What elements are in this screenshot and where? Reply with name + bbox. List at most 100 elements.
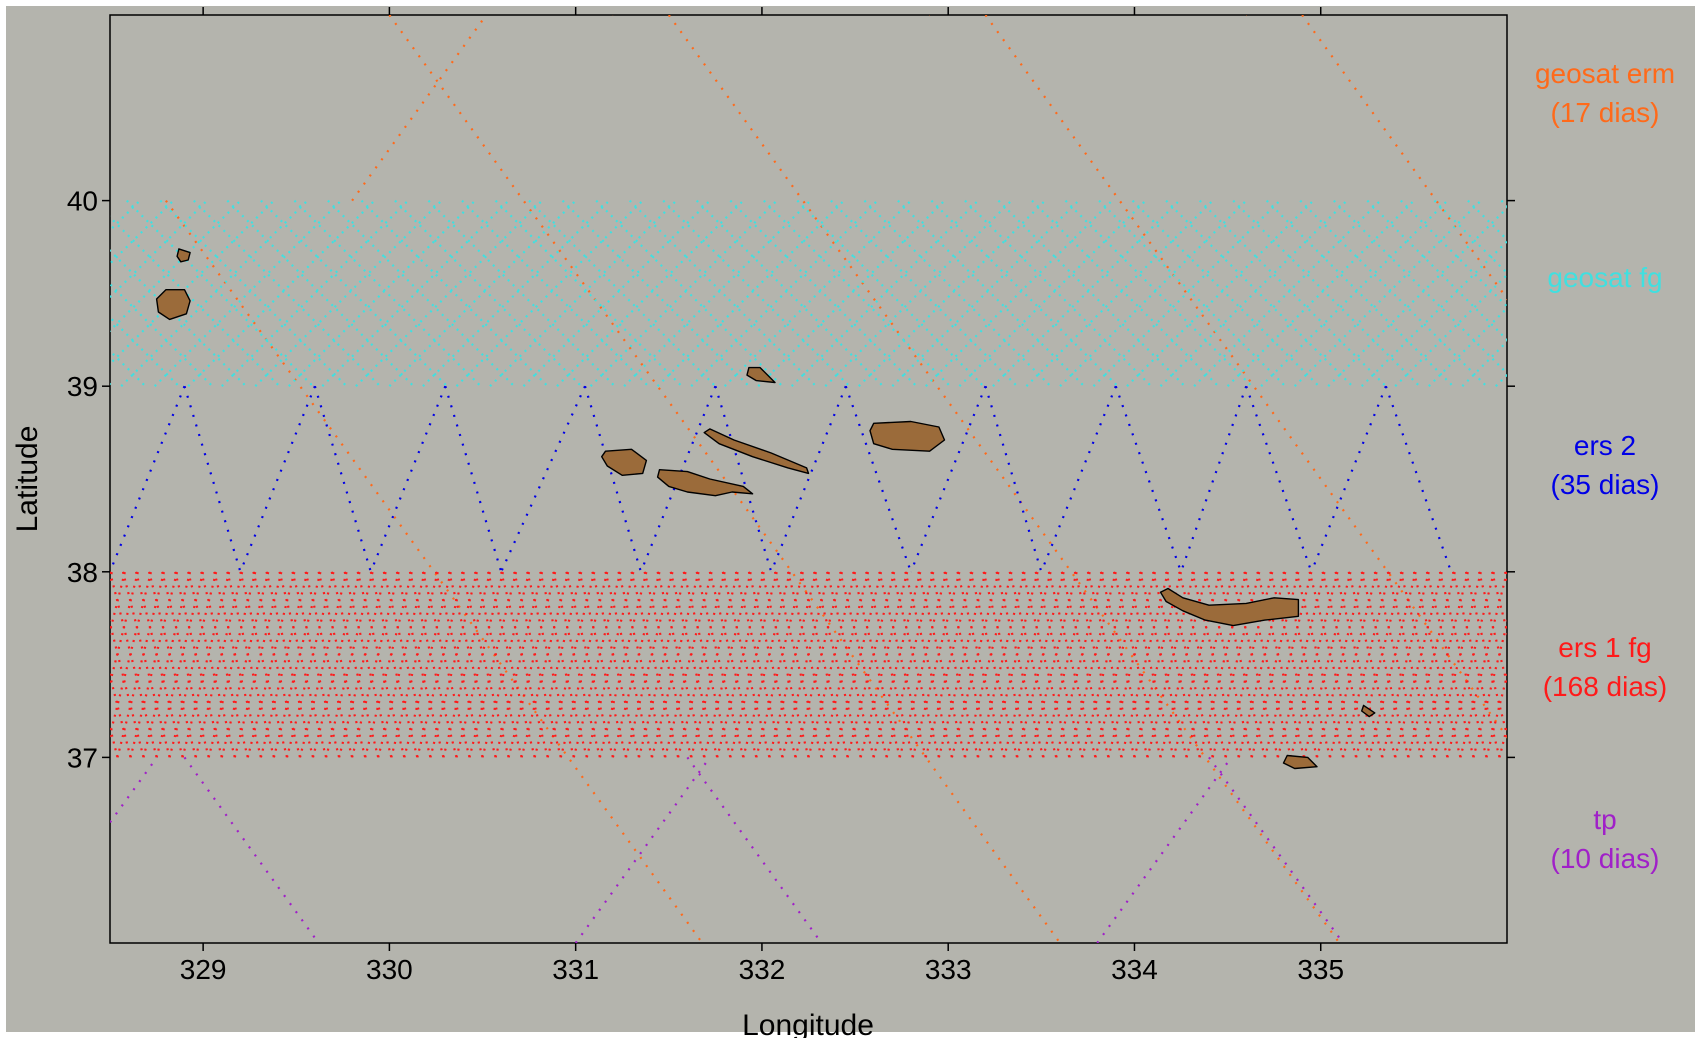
track-geosat-fg	[1193, 199, 1382, 387]
track-geosat-fg	[1366, 199, 1507, 342]
track-ers-2	[444, 385, 503, 573]
track-geosat-fg	[494, 199, 683, 387]
track-geosat-fg	[891, 199, 1080, 387]
track-geosat-fg	[656, 199, 845, 387]
track-geosat-fg	[1131, 199, 1320, 387]
track-geosat-fg	[153, 199, 342, 387]
island-terceira	[869, 420, 946, 452]
y-tick-label: 38	[67, 557, 98, 588]
y-tick-label: 37	[67, 742, 98, 773]
track-geosat-fg	[796, 199, 985, 387]
track-ers-2	[714, 385, 773, 573]
track-geosat-fg	[1198, 199, 1387, 387]
track-ers-2	[183, 385, 242, 573]
track-geosat-fg	[1293, 199, 1482, 387]
track-tp	[574, 756, 711, 943]
island-corvo	[176, 248, 191, 263]
track-geosat-fg	[1461, 340, 1507, 387]
track-geosat-fg	[1098, 199, 1287, 387]
track-geosat-fg	[455, 199, 644, 387]
track-geosat-fg	[964, 199, 1152, 387]
legend-series-name: geosat fg	[1547, 262, 1662, 293]
track-geosat-fg	[723, 199, 912, 387]
y-tick-label: 40	[67, 186, 98, 217]
track-geosat-fg	[930, 199, 1119, 387]
legend: geosat erm (17 dias) geosat fg ers 2 (35 dia…	[1535, 58, 1675, 874]
track-geosat-fg	[110, 215, 281, 387]
track-geosat-fg	[1064, 199, 1253, 387]
track-geosat-fg	[863, 199, 1052, 387]
track-tp	[183, 756, 320, 943]
island-formigas	[1360, 704, 1376, 718]
track-geosat-fg	[690, 199, 879, 387]
track-geosat-fg	[522, 199, 711, 387]
track-geosat-fg	[958, 199, 1147, 387]
track-geosat-fg	[1126, 199, 1315, 387]
track-geosat-fg	[288, 199, 476, 387]
legend-series-name: ers 2	[1574, 430, 1636, 461]
track-geosat-erm	[388, 15, 1061, 943]
track-geosat-fg	[1433, 199, 1507, 275]
track-geosat-fg	[729, 199, 918, 387]
track-ers-2	[909, 385, 987, 573]
x-tick-labels: 329 330 331 332 333 334 335	[180, 954, 1344, 985]
track-geosat-fg	[293, 199, 482, 387]
track-geosat-erm	[667, 15, 1341, 943]
track-geosat-fg	[992, 199, 1180, 387]
track-ers-2	[583, 385, 642, 573]
track-geosat-fg	[427, 199, 616, 387]
track-geosat-fg	[1394, 273, 1507, 387]
track-geosat-fg	[1165, 199, 1354, 387]
y-tick-labels: 37 38 39 40	[67, 186, 98, 774]
track-geosat-fg	[110, 199, 275, 366]
track-ers-2	[770, 385, 847, 573]
x-tick-label: 331	[552, 954, 599, 985]
track-geosat-fg	[489, 199, 678, 387]
track-geosat-fg	[925, 199, 1113, 387]
legend-series-period: (168 dias)	[1543, 671, 1668, 702]
track-geosat-fg	[193, 199, 381, 387]
track-ers-2	[984, 385, 1043, 573]
legend-series-name: ers 1 fg	[1558, 632, 1651, 663]
x-tick-label: 333	[925, 954, 972, 985]
track-geosat-fg	[757, 199, 946, 387]
island-pico	[656, 469, 754, 497]
track-ers-2	[500, 385, 587, 573]
track-geosat-fg	[260, 199, 448, 387]
legend-series-period: (10 dias)	[1551, 843, 1660, 874]
island-graciosa	[746, 366, 776, 384]
track-geosat-fg	[1327, 206, 1507, 387]
island-flores	[155, 289, 191, 321]
track-geosat-fg	[595, 199, 784, 387]
track-geosat-fg	[1400, 199, 1507, 308]
satellite-tracks	[110, 15, 1507, 943]
track-geosat-fg	[1467, 199, 1507, 242]
track-geosat-fg	[461, 199, 650, 387]
island-faial	[601, 448, 648, 476]
track-ers-2	[313, 385, 372, 573]
track-geosat-fg	[388, 199, 577, 387]
track-geosat-fg	[187, 199, 376, 387]
x-tick-label: 329	[180, 954, 227, 985]
x-tick-label: 330	[366, 954, 413, 985]
track-geosat-fg	[589, 199, 778, 387]
track-geosat-fg	[327, 199, 515, 387]
track-geosat-fg	[997, 199, 1186, 387]
y-tick-label: 39	[67, 371, 98, 402]
legend-entry: tp (10 dias)	[1551, 804, 1660, 874]
island-sao-miguel	[1159, 587, 1300, 627]
track-geosat-fg	[120, 199, 309, 387]
track-tp	[686, 756, 823, 943]
x-axis-label: Longitude	[742, 1009, 874, 1038]
legend-series-name: tp	[1593, 804, 1616, 835]
track-geosat-fg	[1333, 199, 1507, 375]
track-geosat-fg	[1226, 199, 1415, 387]
x-tick-label: 335	[1297, 954, 1344, 985]
track-geosat-fg	[623, 199, 812, 387]
track-geosat-fg	[1265, 199, 1454, 387]
track-geosat-fg	[763, 199, 951, 387]
track-geosat-fg	[897, 199, 1085, 387]
track-geosat-fg	[662, 199, 851, 387]
track-geosat-fg	[1031, 199, 1220, 387]
